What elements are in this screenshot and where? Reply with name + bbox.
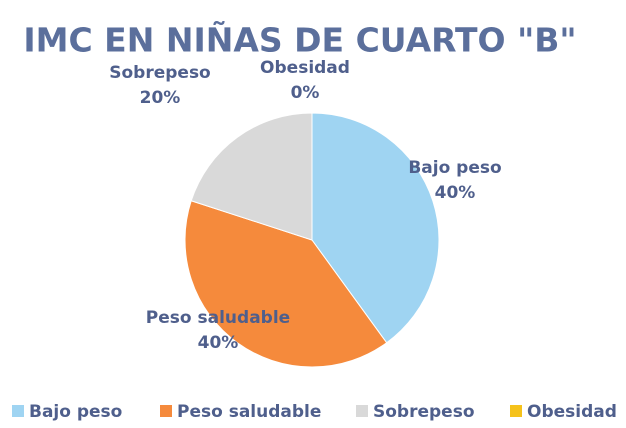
chart-title: IMC EN NIÑAS DE CUARTO "B" [23,20,576,60]
pie-slice [190,112,313,241]
slice-label-value: 20% [140,88,181,108]
legend-swatch [356,405,368,417]
pie-slice [311,112,440,344]
slice-label-value: 0% [291,83,320,103]
legend-swatch [160,405,172,417]
slice-label-name: Peso saludable [146,308,290,328]
legend-label: Obesidad [527,402,617,422]
slice-label-name: Sobrepeso [109,63,211,83]
slice-label-value: 40% [435,183,476,203]
slice-label-name: Obesidad [260,58,350,78]
legend-label: Peso saludable [177,402,321,422]
legend-swatch [510,405,522,417]
legend-label: Bajo peso [29,402,122,422]
slice-label-value: 40% [198,333,239,353]
pie-slice [184,200,388,368]
legend-swatch [12,405,24,417]
slice-label-name: Bajo peso [408,158,501,178]
legend-label: Sobrepeso [373,402,475,422]
